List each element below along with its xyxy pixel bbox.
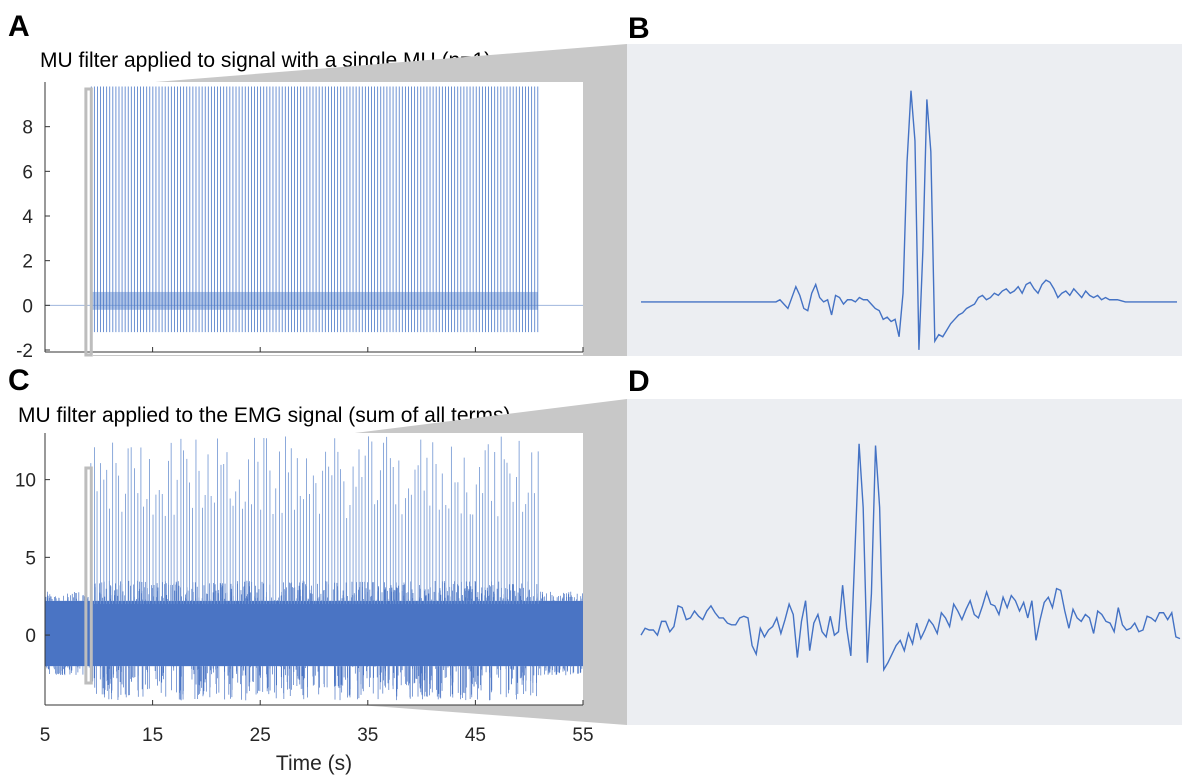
panel-c-x-tick-label: 15	[142, 725, 163, 746]
panel-c-zoom-window	[84, 466, 93, 685]
panel-d-background	[627, 399, 1182, 725]
panel-letter-a: A	[8, 10, 30, 43]
panel-a-y-tick-label: 6	[22, 162, 33, 183]
panel-a-zoom-window	[84, 87, 93, 357]
panel-letter-d: D	[628, 365, 650, 398]
panel-a-plot-area	[45, 82, 583, 355]
panel-c-y-tick-label: 5	[25, 548, 36, 569]
panel-b-background	[627, 44, 1182, 356]
panel-c-y-tick-label: 0	[25, 626, 36, 647]
panel-c-xlabel: Time (s)	[276, 752, 352, 775]
panel-c-y-tick-label: 10	[15, 471, 36, 492]
panel-d-plot	[640, 443, 1181, 673]
panel-c-x-tick-label: 25	[250, 725, 271, 746]
panel-a-y-tick-label: 8	[22, 118, 33, 139]
panel-c-noise-band	[45, 600, 583, 667]
panel-a-y-tick-label: 0	[22, 296, 33, 317]
panel-a-y-tick-label: 2	[22, 252, 33, 273]
panel-c-x-tick-label: 5	[40, 725, 51, 746]
panel-b-series-line	[641, 90, 1177, 350]
panel-c-x-tick-label: 45	[465, 725, 486, 746]
panel-a-y-tick-label: 4	[22, 207, 33, 228]
panel-a-y-tick-label: -2	[16, 341, 33, 362]
panel-b-plot	[641, 90, 1177, 350]
panel-c-plot: 0 5 10 5 15 25 35 45 55	[15, 433, 594, 746]
panel-c-x-tick-label: 55	[572, 725, 593, 746]
panel-letter-b: B	[628, 12, 650, 45]
panel-letter-c: C	[8, 364, 30, 397]
panel-a-baseline-band	[91, 291, 538, 310]
panel-c-x-tick-label: 35	[357, 725, 378, 746]
panel-d-series-line	[640, 443, 1181, 673]
panel-c-title: MU filter applied to the EMG signal (sum…	[18, 404, 511, 427]
